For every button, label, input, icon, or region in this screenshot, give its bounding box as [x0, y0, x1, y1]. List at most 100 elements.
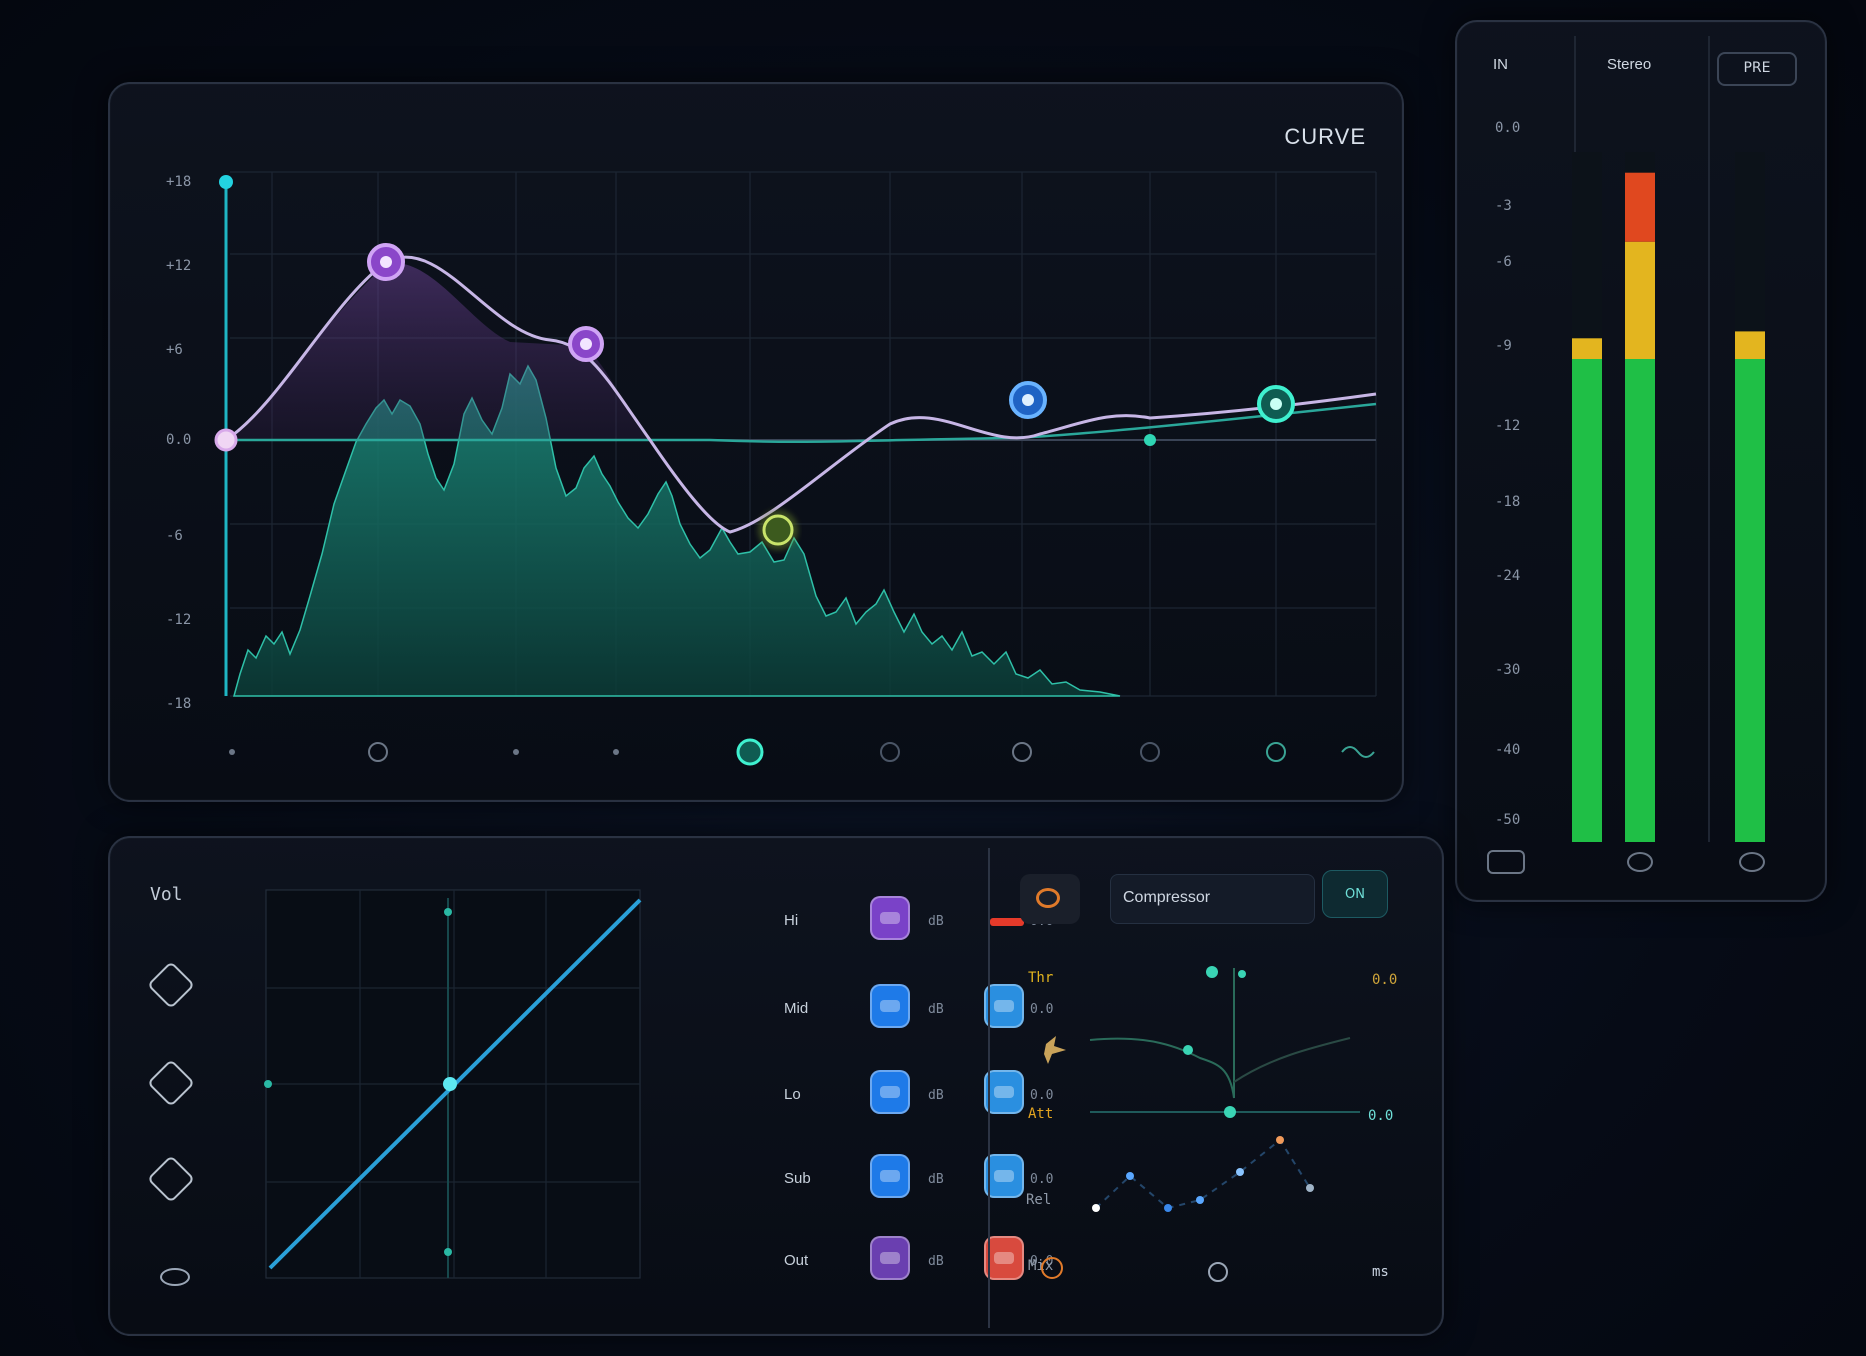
band-solo-button[interactable] — [984, 1236, 1024, 1280]
band-row-hi[interactable]: Hi dB 0.0 — [778, 896, 1068, 950]
band-enable-button[interactable] — [870, 984, 910, 1028]
mod-param-label: Att — [1028, 1106, 1054, 1122]
link-icon[interactable] — [1487, 850, 1525, 874]
lfo-point[interactable] — [1092, 1204, 1100, 1212]
band-enable-button[interactable] — [870, 1236, 910, 1280]
eq-curve[interactable] — [225, 255, 1377, 534]
band-label: Lo — [784, 1086, 801, 1103]
mod-source-icon[interactable] — [1044, 1036, 1066, 1064]
meter-fill-yellow — [1572, 338, 1602, 359]
wave-icon[interactable] — [1341, 746, 1375, 758]
modulation-graph[interactable] — [110, 838, 1446, 1338]
mod-point[interactable] — [1238, 970, 1246, 978]
band-node-3[interactable] — [762, 514, 794, 546]
module-toggle-button[interactable]: ON — [1322, 870, 1388, 918]
band-value: 0.0 — [1030, 1254, 1054, 1269]
band-value: 0.0 — [1030, 1088, 1054, 1103]
lfo-shape-icon[interactable] — [1208, 1262, 1228, 1282]
band-solo-button[interactable] — [984, 1154, 1024, 1198]
meter-scale-tick: -24 — [1495, 568, 1521, 584]
eye-icon[interactable] — [160, 1268, 190, 1286]
band-value: 0.0 — [1030, 1172, 1054, 1187]
lfo-sync-icon[interactable] — [1041, 1257, 1063, 1279]
eq-y-tick: +18 — [166, 174, 192, 190]
meter-scale-tick: -6 — [1495, 254, 1512, 270]
module-selector[interactable]: Compressor — [1110, 874, 1315, 924]
mod-param-label: Mix — [1028, 1258, 1054, 1274]
eq-band-nodes[interactable] — [214, 243, 1295, 550]
band-row-mid[interactable]: Mid dB 0.0 — [778, 984, 1068, 1038]
level-meters — [1572, 36, 1765, 842]
dot-icon — [613, 749, 619, 755]
mod-point[interactable] — [1183, 1045, 1193, 1055]
eq-mode-label[interactable]: CURVE — [1284, 124, 1366, 149]
node-icon[interactable] — [1266, 742, 1286, 762]
eq-panel: CURVE +18 +12 +6 0.0 -6 -12 -18 — [108, 82, 1404, 802]
settings-icon[interactable] — [1739, 852, 1765, 872]
transfer-curve-graph[interactable] — [110, 838, 990, 1338]
node-icon[interactable] — [1012, 742, 1032, 762]
eq-y-tick: -6 — [166, 528, 183, 544]
node-icon[interactable] — [368, 742, 388, 762]
band-value: 0.0 — [1030, 1002, 1054, 1017]
mod-point[interactable] — [1224, 1106, 1236, 1118]
band-enable-button[interactable] — [870, 896, 910, 940]
meter-preset-button[interactable]: PRE — [1717, 52, 1797, 86]
eq-y-tick: -12 — [166, 612, 192, 628]
reset-icon[interactable] — [1627, 852, 1653, 872]
band-solo-button[interactable] — [984, 984, 1024, 1028]
mod-envelope-tail — [1233, 1037, 1351, 1083]
band-solo-button[interactable] — [984, 1070, 1024, 1114]
transfer-bottom-marker — [444, 1248, 452, 1256]
power-icon — [1036, 888, 1060, 908]
band-row-lo[interactable]: Lo dB 0.0 — [778, 1070, 1068, 1124]
band-label: Mid — [784, 1000, 809, 1017]
transfer-node[interactable] — [443, 1077, 457, 1091]
band-node-5[interactable] — [1144, 434, 1156, 446]
meter-scale-tick: -9 — [1495, 338, 1512, 354]
section-divider — [988, 848, 990, 1328]
dot-icon — [229, 749, 235, 755]
lfo-point[interactable] — [1126, 1172, 1134, 1180]
meter-scale-tick: -12 — [1495, 418, 1521, 434]
meter-fill-green — [1572, 359, 1602, 842]
active-node-icon[interactable] — [736, 738, 764, 766]
lfo-point[interactable] — [1276, 1136, 1284, 1144]
bottom-panel: Vol Hi dB 0.0 Mid dB 0.0 — [108, 836, 1444, 1336]
band-enable-button[interactable] — [870, 1070, 910, 1114]
lfo-point[interactable] — [1164, 1204, 1172, 1212]
mod-envelope[interactable] — [1089, 968, 1235, 1099]
lfo-point[interactable] — [1306, 1184, 1314, 1192]
node-icon[interactable] — [1140, 742, 1160, 762]
eq-band-selector[interactable] — [229, 738, 1375, 766]
eq-graph[interactable] — [110, 84, 1406, 804]
mod-value: 0.0 — [1368, 1108, 1394, 1124]
meter-scale-tick: -50 — [1495, 812, 1521, 828]
meter-fill-yellow — [1735, 331, 1765, 359]
eq-y-tick: +12 — [166, 258, 192, 274]
output-gain-handle[interactable] — [219, 175, 233, 189]
power-button[interactable] — [1020, 874, 1080, 924]
band-node-6-center — [1270, 398, 1282, 410]
transfer-left-marker — [264, 1080, 272, 1088]
band-node-lowcut[interactable] — [214, 428, 238, 452]
mod-point[interactable] — [1206, 966, 1218, 978]
eq-y-tick: -18 — [166, 696, 192, 712]
meter-fill-green — [1625, 359, 1655, 842]
meter-input-label: IN — [1493, 56, 1508, 73]
band-node-1-center — [380, 256, 392, 268]
lfo-point[interactable] — [1196, 1196, 1204, 1204]
band-unit: dB — [928, 1088, 944, 1103]
node-icon[interactable] — [880, 742, 900, 762]
band-row-out[interactable]: Out dB 0.0 — [778, 1236, 1068, 1290]
meter-scale-tick: -30 — [1495, 662, 1521, 678]
mod-footer-label: ms — [1372, 1264, 1389, 1280]
mod-value: 0.0 — [1372, 972, 1398, 988]
meter-mode-label[interactable]: Stereo — [1607, 56, 1652, 73]
band-unit: dB — [928, 1254, 944, 1269]
meter-scale-tick: -40 — [1495, 742, 1521, 758]
band-enable-button[interactable] — [870, 1154, 910, 1198]
lfo-point[interactable] — [1236, 1168, 1244, 1176]
band-row-sub[interactable]: Sub dB 0.0 — [778, 1154, 1068, 1208]
meter-fill-yellow — [1625, 241, 1655, 359]
